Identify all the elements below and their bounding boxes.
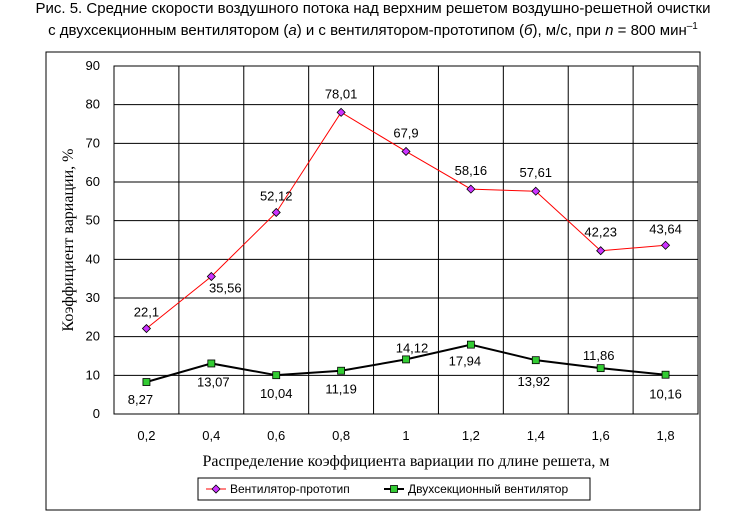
data-label: 11,19 xyxy=(325,382,357,397)
legend-marker-series-2 xyxy=(390,485,398,493)
x-tick-label: 1 xyxy=(402,428,409,443)
data-label: 8,27 xyxy=(128,392,153,407)
y-tick-label: 70 xyxy=(86,135,100,150)
series-2-point xyxy=(596,364,605,373)
data-label: 43,64 xyxy=(649,221,682,236)
grid-lines xyxy=(114,66,698,414)
legend-label-series-2: Двухсекционный вентилятор xyxy=(408,482,568,496)
x-tick-label: 0,2 xyxy=(137,428,155,443)
series-2-point xyxy=(337,366,346,375)
caption-superscript: –1 xyxy=(686,21,698,32)
series-1-point xyxy=(596,246,606,256)
caption-line-2-part-c: ), м/с, при xyxy=(532,22,606,39)
y-tick-label: 60 xyxy=(86,174,100,189)
legend-label-series-1: Вентилятор-прототип xyxy=(230,482,350,496)
data-label: 58,16 xyxy=(455,163,488,178)
y-tick-label: 80 xyxy=(86,97,100,112)
data-label: 42,23 xyxy=(584,225,617,240)
data-label: 10,04 xyxy=(260,386,293,401)
caption-italic-n: n xyxy=(605,22,614,39)
caption-line-1: Рис. 5. Средние скорости воздушного пото… xyxy=(35,0,711,17)
y-axis-label: Коэффициент вариации, % xyxy=(60,149,77,332)
caption-italic-a: а xyxy=(288,22,297,39)
y-tick-label: 30 xyxy=(86,290,100,305)
y-tick-label: 20 xyxy=(86,329,100,344)
data-labels: 22,1 35,56 52,12 78,01 67,9 58,16 57,61 42,23 43… xyxy=(128,86,682,407)
x-tick-label: 1,8 xyxy=(657,428,675,443)
data-label: 78,01 xyxy=(325,86,358,101)
series-1-point xyxy=(141,323,152,334)
x-tick-label: 1,6 xyxy=(592,428,610,443)
caption-line-2: с двухсекционным вентилятором (а) и с ве… xyxy=(0,18,746,40)
series-1-point xyxy=(466,184,476,194)
x-axis-label: Распределение коэффициента вариации по д… xyxy=(203,453,610,470)
series-2-point xyxy=(272,371,281,380)
data-label: 67,9 xyxy=(393,125,418,140)
caption-line-2-part-b: ) и с вентилятором-прототипом ( xyxy=(296,22,525,39)
data-label: 14,12 xyxy=(396,340,429,355)
x-tick-label: 1,2 xyxy=(462,428,480,443)
y-tick-label: 50 xyxy=(86,213,100,228)
caption-line-2-part-d: = 800 мин xyxy=(613,22,687,39)
series-1-point xyxy=(401,146,411,157)
x-tick-label: 1,4 xyxy=(527,428,545,443)
data-label: 52,12 xyxy=(260,188,293,203)
series-1-point xyxy=(531,186,541,196)
legend-marker-series-1 xyxy=(211,484,221,494)
series-layer xyxy=(141,107,671,386)
y-tick-label: 10 xyxy=(86,367,100,382)
y-tick-label: 0 xyxy=(93,406,100,421)
data-label: 17,94 xyxy=(449,354,482,369)
caption-italic-b: б xyxy=(524,22,533,39)
series-2-point xyxy=(142,378,151,386)
series-2-point xyxy=(207,359,216,368)
series-1-point xyxy=(206,271,216,282)
x-tick-label: 0,4 xyxy=(202,428,220,443)
data-label: 35,56 xyxy=(209,281,242,296)
data-label: 22,1 xyxy=(134,305,159,320)
y-tick-label: 40 xyxy=(86,251,100,266)
figure-caption: Рис. 5. Средние скорости воздушного пото… xyxy=(0,0,746,40)
data-label: 13,92 xyxy=(518,374,551,389)
series-2-point xyxy=(402,355,410,364)
series-2-point xyxy=(531,356,540,365)
y-tick-labels: 0 10 20 30 40 50 60 70 80 90 xyxy=(86,58,100,421)
data-label: 11,86 xyxy=(583,348,615,363)
series-1-point xyxy=(336,107,346,117)
caption-line-2-part-a: с двухсекционным вентилятором ( xyxy=(48,22,289,39)
series-1-point xyxy=(271,207,281,218)
x-tick-label: 0,6 xyxy=(267,428,285,443)
data-label: 13,07 xyxy=(197,374,230,389)
data-label: 57,61 xyxy=(520,165,553,180)
legend: Вентилятор-прототип Двухсекционный вентил… xyxy=(206,482,568,496)
x-tick-label: 0,8 xyxy=(332,428,350,443)
series-2-point xyxy=(661,370,670,379)
data-label: 10,16 xyxy=(649,387,682,402)
series-2-point xyxy=(466,340,475,349)
series-1-point xyxy=(660,240,671,250)
x-tick-labels: 0,2 0,4 0,6 0,8 1 1,2 1,4 1,6 1,8 xyxy=(137,428,674,443)
y-tick-label: 90 xyxy=(86,58,100,73)
